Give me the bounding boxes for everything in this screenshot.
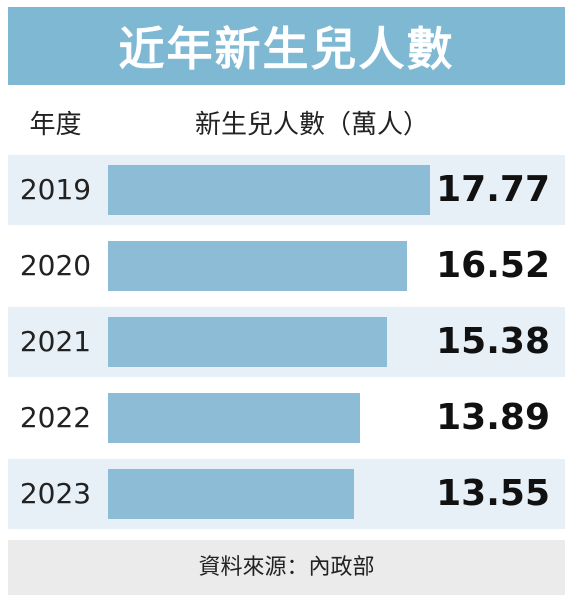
value-label: 15.38	[436, 321, 550, 362]
bar	[108, 469, 354, 519]
year-label: 2022	[19, 401, 92, 434]
bar	[108, 165, 430, 215]
title-bar: 近年新生兒人數	[8, 7, 565, 85]
value-label: 17.77	[436, 169, 550, 210]
value-column-header: 新生兒人數（萬人）	[195, 110, 430, 140]
year-label: 2023	[19, 477, 92, 510]
year-label: 2020	[19, 249, 92, 282]
bar-row: 2019 17.77	[8, 155, 565, 225]
chart-title: 近年新生兒人數	[118, 22, 455, 76]
value-label: 16.52	[436, 245, 550, 286]
bar-row: 2023 13.55	[8, 459, 565, 529]
year-label: 2021	[19, 325, 92, 358]
value-label: 13.89	[436, 397, 550, 438]
year-label: 2019	[19, 173, 92, 206]
bar	[108, 393, 360, 443]
value-label: 13.55	[436, 473, 550, 514]
year-column-header: 年度	[29, 110, 82, 140]
bar-row: 2022 13.89	[8, 383, 565, 453]
bar	[108, 317, 387, 367]
bar-row: 2021 15.38	[8, 307, 565, 377]
source-note: 資料來源：內政部	[8, 540, 565, 595]
bar-row: 2020 16.52	[8, 231, 565, 301]
bar	[108, 241, 408, 291]
